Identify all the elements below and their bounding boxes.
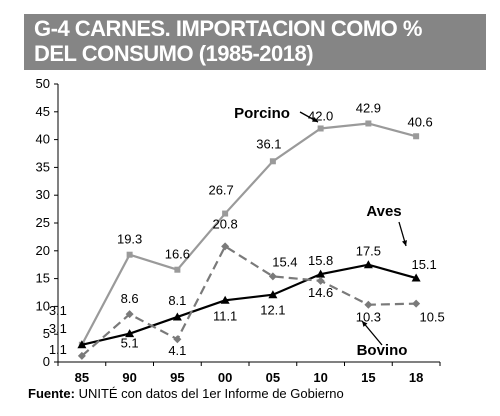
data-label-bovino: 1.1: [49, 342, 67, 357]
series-pointer-head-aves: [401, 240, 407, 246]
data-label-porcino: 19.3: [117, 232, 142, 247]
data-point-bovino: [173, 335, 182, 344]
series-line-aves: [81, 263, 417, 346]
y-tick-label: 50: [36, 76, 50, 91]
y-tick-label: 0: [43, 354, 50, 369]
data-point-bovino: [221, 242, 230, 251]
data-point-aves: [268, 290, 278, 299]
data-point-porcino: [317, 125, 324, 132]
data-label-aves: 3.1: [49, 321, 67, 336]
data-label-aves: 15.1: [411, 257, 436, 272]
data-label-aves: 8.1: [168, 293, 186, 308]
data-point-porcino: [365, 120, 372, 127]
data-point-bovino: [125, 310, 134, 319]
series-line-bovino: [81, 244, 417, 357]
series-name-bovino: Bovino: [357, 342, 408, 359]
data-label-porcino: 36.1: [256, 136, 281, 151]
series-pointer-head-porcino: [312, 117, 318, 122]
x-tick-label: 00: [218, 370, 232, 385]
series-line-porcino: [80, 122, 417, 346]
y-tick-label: 15: [36, 271, 50, 286]
source-label: Fuente:: [28, 386, 75, 401]
y-tick-label: 20: [36, 243, 50, 258]
data-point-bovino: [412, 299, 421, 308]
data-point-bovino: [316, 276, 325, 285]
data-point-bovino: [77, 351, 86, 360]
data-label-porcino: 40.6: [407, 114, 432, 129]
series-pointer-head-bovino: [362, 321, 368, 327]
data-label-bovino: 8.6: [121, 291, 139, 306]
data-point-aves: [316, 269, 326, 278]
chart-title-line-2: DEL CONSUMO (1985-2018): [34, 41, 314, 66]
x-tick-label: 10: [313, 370, 327, 385]
data-point-aves: [220, 295, 230, 304]
data-label-porcino: 26.7: [208, 183, 233, 198]
data-label-porcino: 42.9: [356, 100, 381, 115]
chart-title-line-1: G-4 CARNES. IMPORTACION COMO %: [34, 16, 422, 41]
y-tick-label: 40: [36, 132, 50, 147]
data-point-porcino: [126, 251, 133, 258]
data-point-porcino: [413, 133, 420, 140]
data-label-aves: 5.1: [121, 336, 139, 351]
source-text: UNITÉ con datos del 1er Informe de Gobie…: [74, 386, 344, 401]
source-footer: Fuente: UNITÉ con datos del 1er Informe …: [28, 386, 344, 401]
data-point-aves: [125, 329, 135, 338]
x-tick-label: 05: [266, 370, 280, 385]
x-tick-label: 90: [122, 370, 136, 385]
data-point-aves: [363, 260, 373, 269]
x-tick-label: 85: [75, 370, 89, 385]
data-label-aves: 17.5: [356, 244, 381, 259]
series-name-aves: Aves: [366, 203, 401, 220]
series-name-porcino: Porcino: [234, 105, 290, 122]
y-tick-label: 35: [36, 159, 50, 174]
data-label-bovino: 20.8: [212, 216, 237, 231]
x-tick-label: 15: [361, 370, 375, 385]
title-bar: G-4 CARNES. IMPORTACION COMO % DEL CONSU…: [24, 14, 486, 70]
data-label-porcino: 3.1: [49, 303, 67, 318]
data-point-aves: [411, 273, 421, 282]
data-label-bovino: 10.5: [419, 310, 444, 325]
data-point-aves: [77, 340, 87, 349]
data-point-porcino: [174, 266, 181, 273]
x-tick-label: 18: [409, 370, 423, 385]
y-tick-label: 10: [36, 298, 50, 313]
data-label-bovino: 14.6: [308, 285, 333, 300]
data-label-aves: 11.1: [213, 308, 237, 323]
data-label-bovino: 4.1: [168, 343, 186, 358]
data-point-bovino: [364, 300, 373, 309]
data-label-bovino: 10.3: [356, 310, 381, 325]
data-point-porcino: [269, 158, 276, 165]
data-point-porcino: [222, 210, 229, 217]
data-label-porcino: 16.6: [165, 247, 190, 262]
chart-area: 0 5 10 15 20 25 30 35 40 45 50 85 90 95 00 05 10 15 18 3.1 1…: [0, 70, 500, 390]
y-tick-label: 5: [43, 326, 50, 341]
data-label-bovino: 15.4: [272, 254, 297, 269]
y-tick-label: 25: [36, 215, 50, 230]
data-label-porcino: 42.0: [308, 108, 333, 123]
y-tick-label: 30: [36, 187, 50, 202]
y-tick-label: 45: [36, 104, 50, 119]
x-tick-label: 95: [170, 370, 184, 385]
data-point-bovino: [268, 272, 277, 281]
data-label-aves: 12.1: [260, 303, 285, 318]
data-label-aves: 15.8: [308, 253, 333, 268]
data-point-aves: [172, 312, 182, 321]
